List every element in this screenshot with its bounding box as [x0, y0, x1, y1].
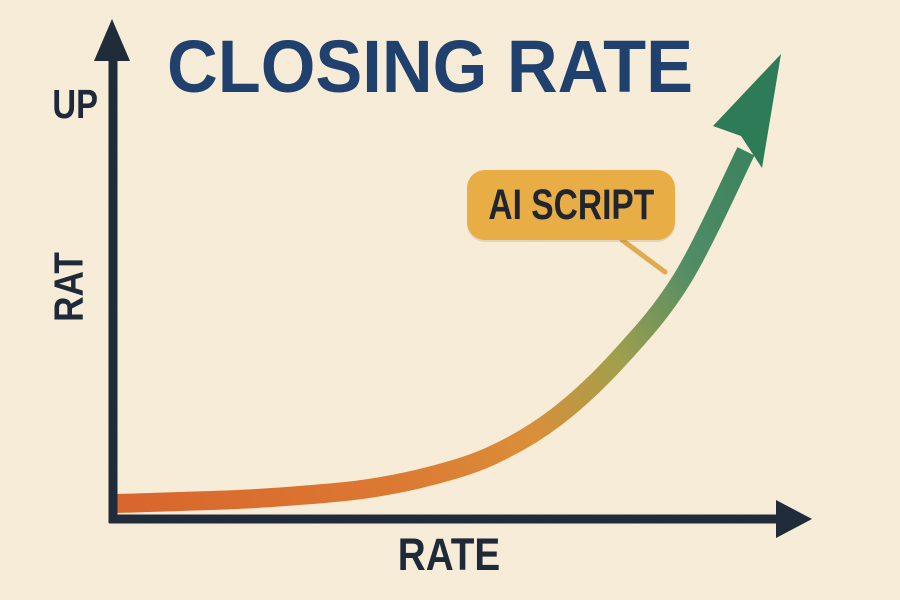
page-title: CLOSING RATE — [167, 25, 693, 108]
x-axis-label: RATE — [397, 529, 501, 580]
callout-label: AI SCRIPT — [488, 180, 654, 229]
y-axis-label: RAT — [45, 252, 92, 322]
y-axis-top-label: UP — [52, 81, 98, 127]
ai-script-callout: AI SCRIPT — [467, 170, 675, 240]
